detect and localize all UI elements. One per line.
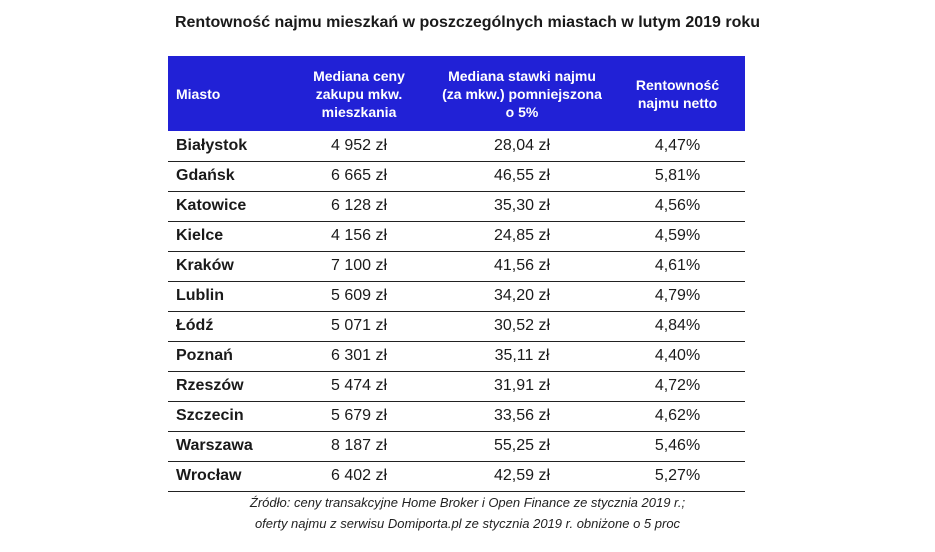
city-cell: Warszawa — [176, 437, 253, 454]
net-yield-cell: 4,47% — [654, 136, 701, 154]
table-row: Poznań 6 301 zł 35,11 zł 4,40% — [168, 341, 745, 371]
purchase-price-cell: 7 100 zł — [330, 257, 388, 274]
net-yield-cell: 4,59% — [654, 227, 701, 244]
rent-rate-cell: 28,04 zł — [493, 136, 551, 154]
rent-rate-cell: 55,25 zł — [493, 437, 551, 454]
purchase-price-cell: 5 071 zł — [330, 317, 388, 334]
rent-rate-cell: 33,56 zł — [493, 407, 551, 424]
purchase-price-cell: 4 952 zł — [330, 136, 388, 154]
city-cell: Wrocław — [176, 467, 242, 484]
rent-rate-cell: 30,52 zł — [493, 317, 551, 334]
city-cell: Poznań — [176, 347, 233, 364]
city-cell: Gdańsk — [176, 167, 235, 184]
header-purchase-price: Mediana ceny zakupu mkw. mieszkania — [313, 67, 405, 120]
purchase-price-cell: 5 474 zł — [330, 377, 388, 394]
net-yield-cell: 5,46% — [654, 437, 701, 454]
header-city: Miasto — [176, 85, 221, 102]
table-row: Rzeszów 5 474 zł 31,91 zł 4,72% — [168, 371, 745, 401]
table-row: Łódź 5 071 zł 30,52 zł 4,84% — [168, 311, 745, 341]
rent-rate-cell: 31,91 zł — [493, 377, 551, 394]
rent-rate-cell: 46,55 zł — [493, 167, 551, 184]
purchase-price-cell: 6 128 zł — [330, 197, 388, 214]
table-row: Gdańsk 6 665 zł 46,55 zł 5,81% — [168, 161, 745, 191]
header-rent-rate: Mediana stawki najmu (za mkw.) pomniejsz… — [442, 67, 602, 120]
purchase-price-cell: 5 609 zł — [330, 287, 388, 304]
page-title: Rentowność najmu mieszkań w poszczególny… — [174, 14, 761, 31]
table-row: Szczecin 5 679 zł 33,56 zł 4,62% — [168, 401, 745, 431]
net-yield-cell: 4,62% — [654, 407, 701, 424]
city-cell: Katowice — [176, 197, 247, 214]
city-cell: Kraków — [176, 257, 234, 274]
net-yield-cell: 4,56% — [654, 197, 701, 214]
purchase-price-cell: 6 301 zł — [330, 347, 388, 364]
purchase-price-cell: 6 665 zł — [330, 167, 388, 184]
table-row: Kielce 4 156 zł 24,85 zł 4,59% — [168, 221, 745, 251]
header-net-yield: Rentowność najmu netto — [635, 76, 720, 111]
city-cell: Białystok — [176, 136, 248, 154]
table-row: Białystok 4 952 zł 28,04 zł 4,47% — [168, 131, 745, 161]
table-row: Kraków 7 100 zł 41,56 zł 4,61% — [168, 251, 745, 281]
city-cell: Lublin — [176, 287, 224, 304]
header-row: Miasto Mediana ceny zakupu mkw. mieszkan… — [168, 56, 745, 131]
net-yield-cell: 4,79% — [654, 287, 701, 304]
rent-rate-cell: 35,11 zł — [494, 347, 550, 364]
net-yield-cell: 4,61% — [654, 257, 701, 274]
table-row: Warszawa 8 187 zł 55,25 zł 5,46% — [168, 431, 745, 461]
net-yield-cell: 5,27% — [654, 467, 701, 484]
city-cell: Kielce — [176, 227, 224, 244]
city-cell: Szczecin — [176, 407, 244, 424]
source-note-line2: oferty najmu z serwisu Domiporta.pl ze s… — [254, 516, 681, 531]
table-row: Katowice 6 128 zł 35,30 zł 4,56% — [168, 191, 745, 221]
rent-rate-cell: 35,30 zł — [493, 197, 551, 214]
net-yield-cell: 4,84% — [654, 317, 701, 334]
rent-rate-cell: 24,85 zł — [493, 227, 551, 244]
purchase-price-cell: 8 187 zł — [330, 437, 388, 454]
net-yield-cell: 4,40% — [654, 347, 701, 364]
city-cell: Rzeszów — [176, 377, 244, 394]
net-yield-cell: 5,81% — [654, 167, 701, 184]
rent-rate-cell: 34,20 zł — [493, 287, 551, 304]
table-row: Lublin 5 609 zł 34,20 zł 4,79% — [168, 281, 745, 311]
data-table: Miasto Mediana ceny zakupu mkw. mieszkan… — [168, 56, 745, 492]
purchase-price-cell: 6 402 zł — [330, 467, 388, 484]
source-note-line1: Źródło: ceny transakcyjne Home Broker i … — [249, 495, 686, 510]
table-header: Miasto Mediana ceny zakupu mkw. mieszkan… — [168, 56, 745, 131]
purchase-price-cell: 4 156 zł — [330, 227, 388, 244]
purchase-price-cell: 5 679 zł — [330, 407, 388, 424]
rent-rate-cell: 42,59 zł — [493, 467, 551, 484]
rent-rate-cell: 41,56 zł — [493, 257, 551, 274]
table-body: Białystok 4 952 zł 28,04 zł 4,47% Gdańsk 6 66… — [168, 131, 745, 491]
table-row: Wrocław 6 402 zł 42,59 zł 5,27% — [168, 461, 745, 491]
net-yield-cell: 4,72% — [654, 377, 701, 394]
city-cell: Łódź — [176, 317, 214, 334]
